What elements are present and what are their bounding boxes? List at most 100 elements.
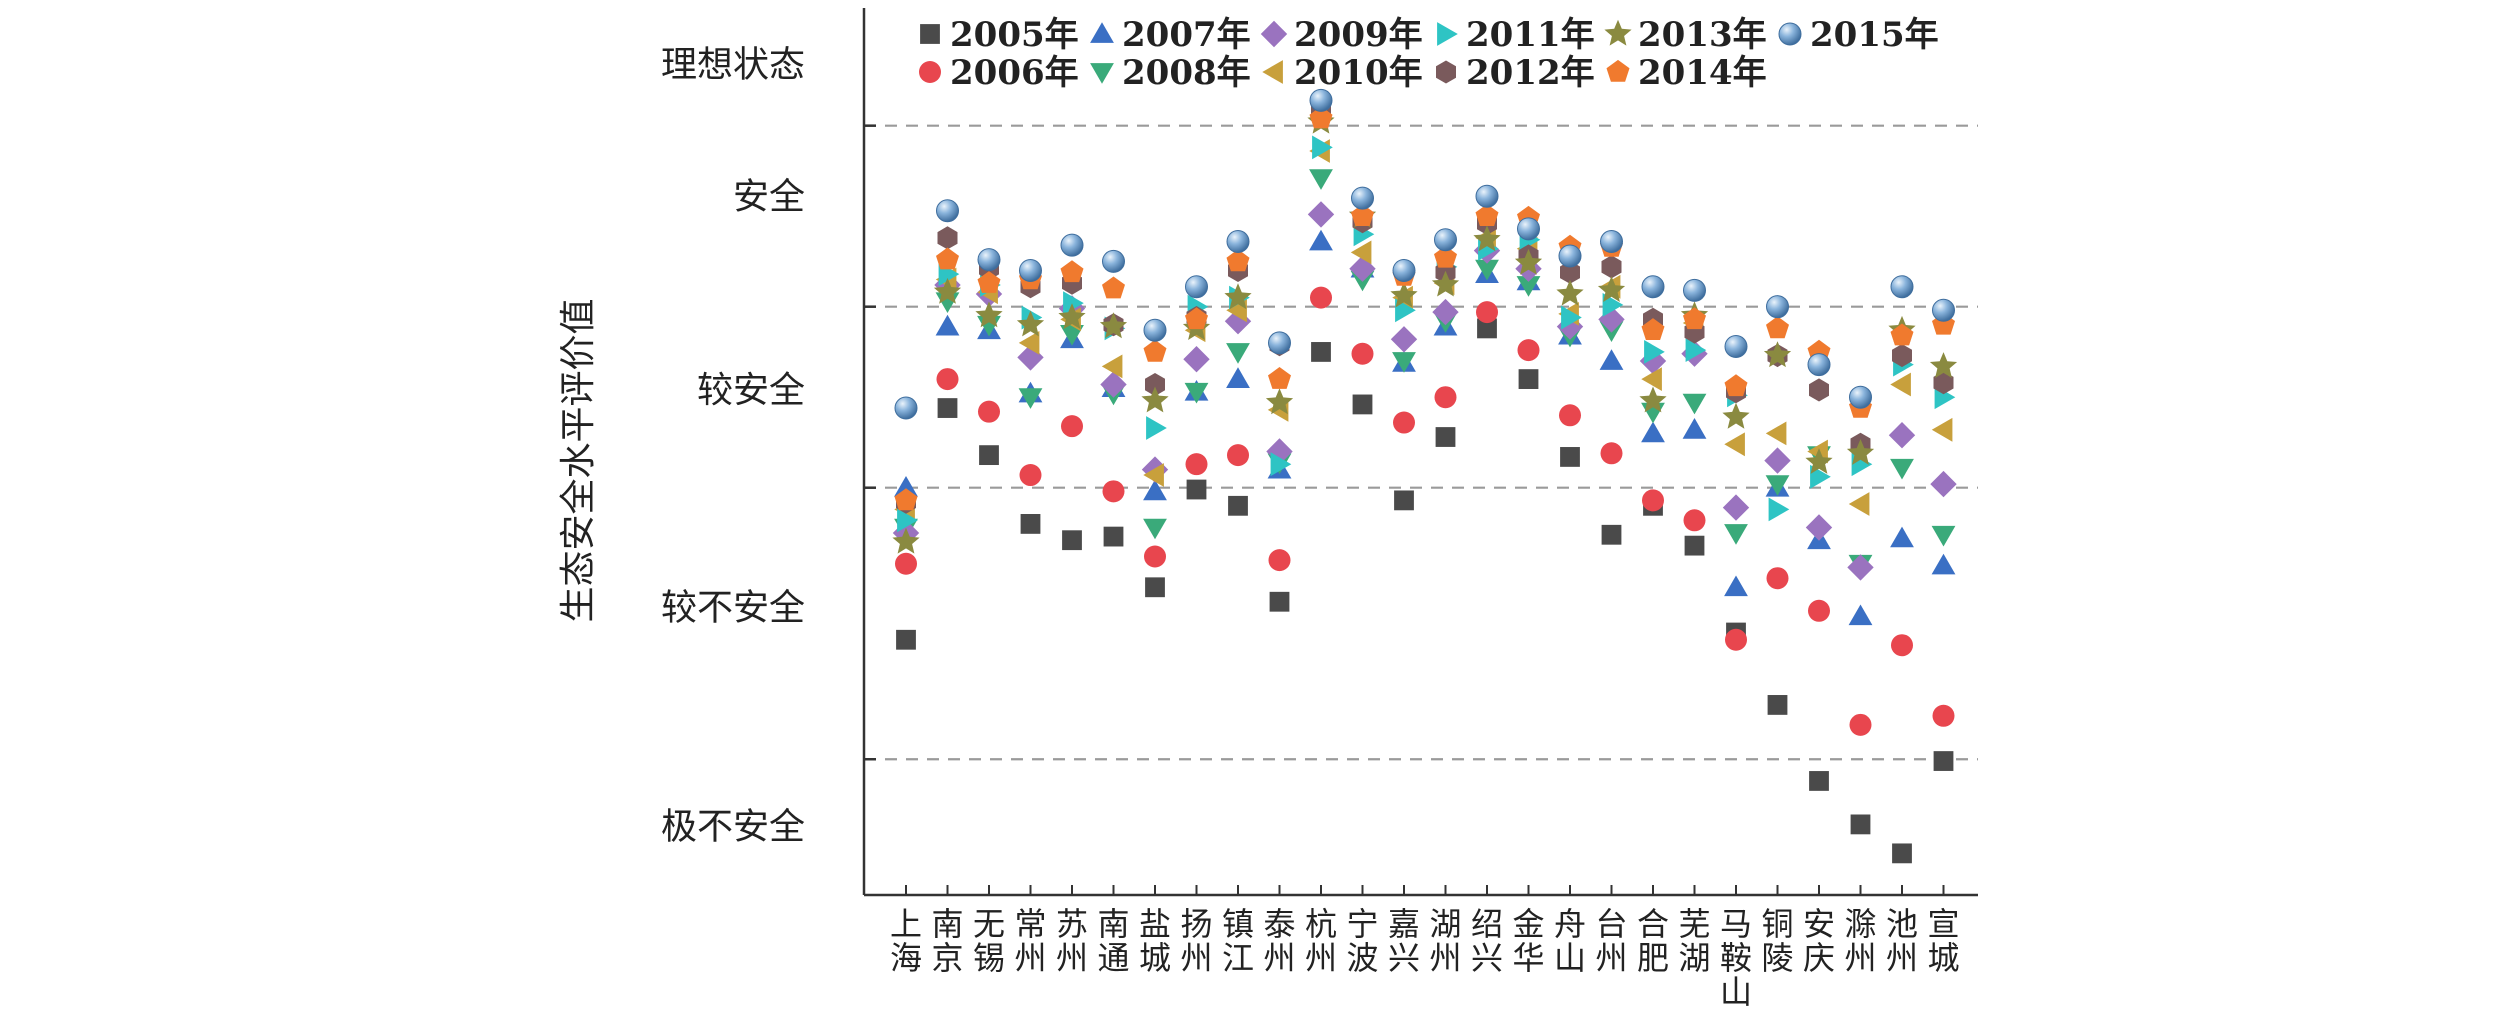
data-point [1226, 230, 1250, 254]
series-2007年 [894, 229, 1956, 626]
x-tick-label: 安庆 [1803, 905, 1835, 977]
x-tick-label: 湖州 [1429, 905, 1461, 977]
data-point [894, 488, 918, 511]
data-point [1145, 373, 1165, 397]
legend-label: 2008年 [1122, 53, 1251, 93]
data-point [1143, 318, 1167, 342]
data-point [1929, 352, 1958, 378]
series-2011年 [897, 135, 1956, 533]
data-point [1185, 307, 1208, 330]
legend-marker [1436, 60, 1456, 84]
data-point [1846, 439, 1875, 465]
x-tick-label: 南京 [931, 905, 963, 977]
data-point [1558, 244, 1582, 268]
data-point [1724, 374, 1748, 397]
legend: 2005年 2007年 2009年 2011年 2013年 2015年 2006年 2008年… [919, 15, 1939, 93]
legend-item: 2015年 [1778, 15, 1939, 55]
data-point [1310, 286, 1332, 309]
data-point [1144, 545, 1166, 568]
data-point [1597, 276, 1626, 302]
data-point [1599, 349, 1624, 370]
data-point [1931, 417, 1953, 442]
x-tick-label: 盐城 [1139, 905, 1171, 977]
data-point [1932, 298, 1955, 322]
data-point [1682, 393, 1707, 415]
data-point [1226, 249, 1250, 272]
data-point [1061, 415, 1083, 438]
data-point [1475, 259, 1499, 281]
data-point [1768, 497, 1790, 522]
data-point [1268, 549, 1291, 572]
data-point [1265, 388, 1294, 415]
data-point [1639, 386, 1667, 413]
data-point [1890, 458, 1914, 480]
data-point [1763, 341, 1792, 368]
data-point [894, 476, 918, 497]
data-point [1145, 577, 1165, 598]
data-point [1063, 291, 1084, 315]
legend-marker [1778, 22, 1802, 46]
data-point [1352, 394, 1373, 415]
data-point [1891, 634, 1913, 657]
data-point [1560, 260, 1580, 284]
data-point [1892, 843, 1912, 864]
data-point [1600, 442, 1623, 465]
data-point [1390, 281, 1418, 308]
data-point [1390, 326, 1418, 353]
x-tick-label: 铜陵 [1761, 905, 1793, 977]
x-tick-label: 马鞍山 [1720, 905, 1752, 1011]
data-point [1725, 628, 1747, 651]
data-point [1766, 567, 1789, 590]
legend-item: 2011年 [1437, 15, 1595, 55]
legend-label: 2007年 [1122, 15, 1251, 55]
gridlines [864, 124, 1978, 761]
data-point [1058, 303, 1086, 330]
data-point [895, 552, 917, 575]
data-point [1060, 260, 1084, 283]
data-point [1434, 386, 1457, 409]
legend-item: 2008年 [1090, 53, 1251, 93]
data-point [894, 396, 918, 420]
x-tick-label: 泰州 [1263, 905, 1295, 977]
data-point [1516, 276, 1541, 297]
legend-marker [920, 24, 940, 44]
data-point [1019, 464, 1042, 487]
data-point [1351, 186, 1374, 210]
data-point [1477, 318, 1497, 339]
data-point [1685, 338, 1707, 362]
legend-label: 2012年 [1466, 53, 1595, 93]
data-point [1765, 421, 1787, 446]
data-point [979, 445, 999, 466]
axes [862, 8, 1978, 897]
data-point [1890, 275, 1914, 299]
legend-marker [919, 61, 941, 83]
data-point [1103, 526, 1124, 547]
data-point [1682, 418, 1707, 439]
data-point [892, 527, 920, 554]
y-category-label: 理想状态 [661, 44, 805, 85]
data-point [1600, 230, 1623, 254]
data-point [1349, 255, 1376, 282]
data-point [1556, 279, 1584, 306]
data-point [1019, 258, 1042, 282]
data-point [1100, 371, 1127, 398]
data-point [1848, 604, 1873, 626]
y-category-label: 较安全 [697, 370, 805, 411]
data-point [1805, 448, 1833, 474]
data-point [1143, 463, 1164, 487]
x-tick-label: 嘉兴 [1388, 905, 1420, 977]
data-point [1351, 204, 1374, 226]
data-point [933, 277, 962, 304]
data-point [1143, 518, 1167, 540]
data-point [1517, 339, 1540, 362]
data-point [1724, 432, 1745, 457]
data-point [1930, 470, 1957, 498]
y-axis-label: 生态安全水平评价值 [558, 299, 599, 623]
data-point [1475, 184, 1499, 208]
legend-marker [1260, 20, 1288, 48]
x-tick-label: 杭州 [1305, 905, 1337, 977]
data-point [1850, 814, 1871, 835]
data-point [1724, 524, 1748, 545]
x-tick-label: 金华 [1512, 905, 1544, 977]
